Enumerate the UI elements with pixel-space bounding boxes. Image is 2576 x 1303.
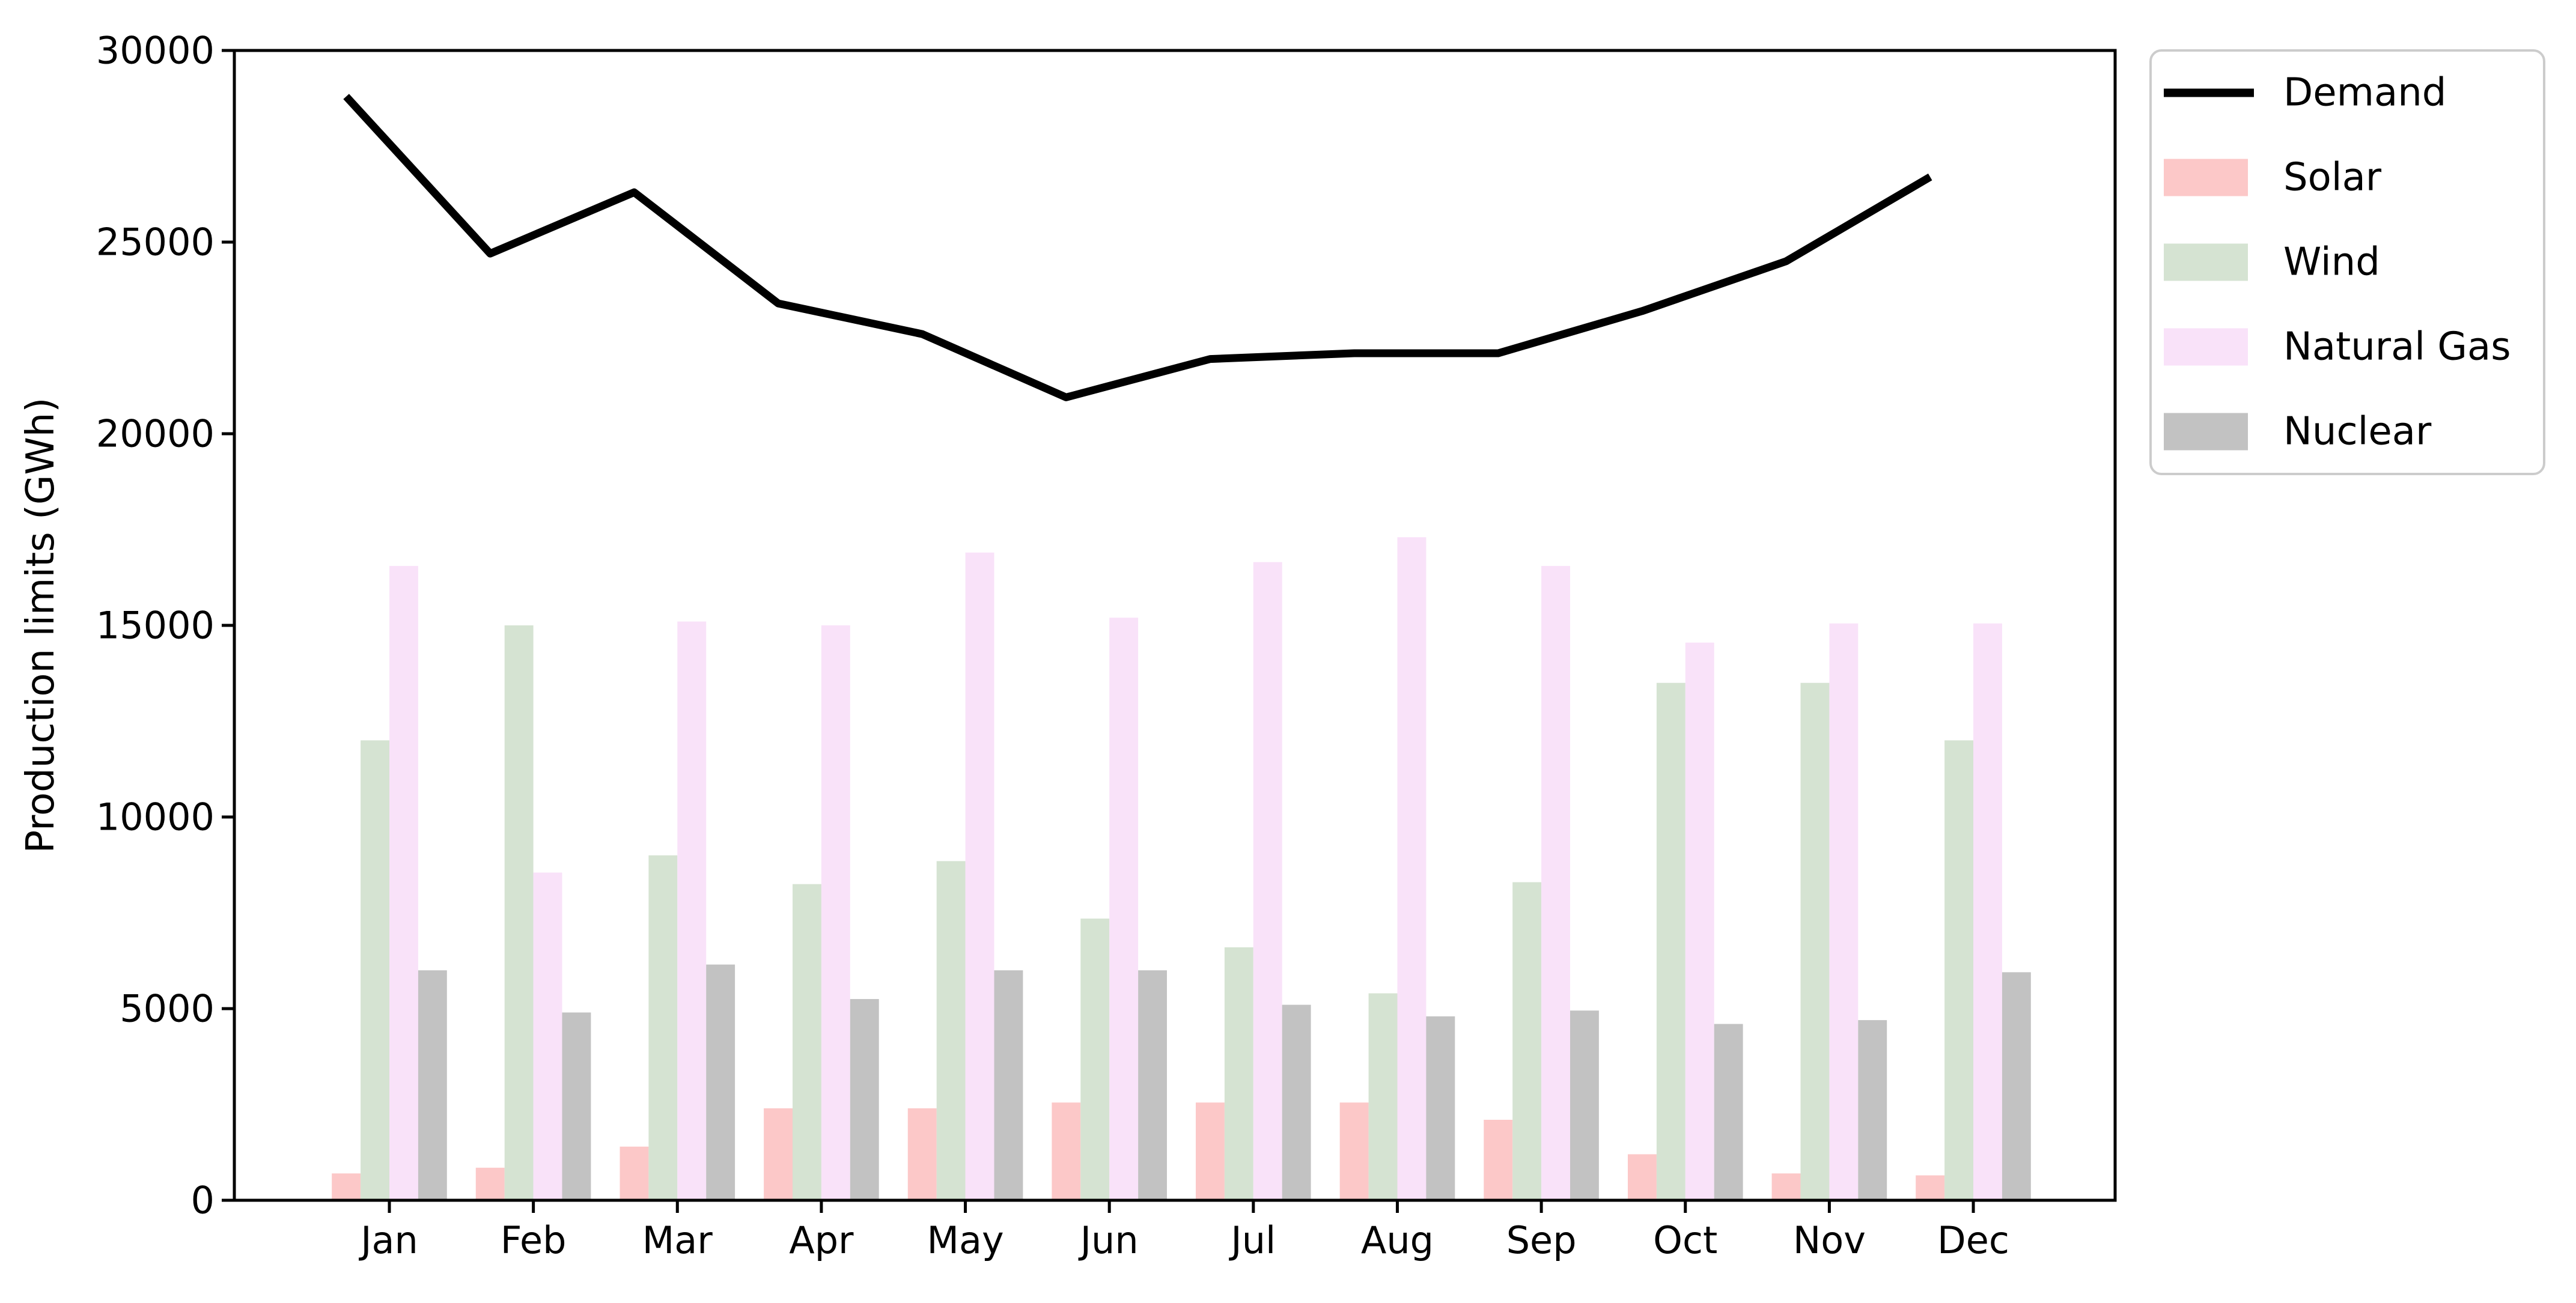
bar-wind-aug [1368,993,1398,1200]
bar-nuclear-oct [1714,1024,1743,1200]
x-tick-label-jul: Jul [1228,1218,1276,1262]
bar-nuclear-apr [850,999,879,1200]
bar-nuclear-jan [418,970,447,1200]
legend-swatch-natural-gas [2164,328,2248,366]
bar-natural-gas-jan [389,566,418,1200]
y-tick-label-0: 0 [191,1179,215,1223]
demand-line [343,94,1932,401]
bar-natural-gas-mar [677,621,707,1200]
bar-wind-nov [1800,682,1830,1200]
axes-layer: 0 5000 10000 15000 20000 25000 30000 Jan Feb Mar A… [96,29,2117,1262]
x-tick-label-feb: Feb [501,1218,567,1262]
y-tick-label-30000: 30000 [96,29,215,73]
bars-layer [332,537,2031,1201]
legend-swatch-wind [2164,243,2248,281]
bar-solar-nov [1771,1173,1801,1200]
bar-natural-gas-dec [1973,623,2002,1200]
bar-wind-oct [1656,682,1685,1200]
bar-solar-feb [475,1167,505,1200]
bar-nuclear-mar [706,964,735,1200]
bar-nuclear-sep [1570,1010,1599,1200]
bar-solar-jan [332,1173,361,1200]
legend-label-wind: Wind [2283,240,2380,285]
bar-wind-dec [1944,740,1973,1200]
bar-nuclear-feb [562,1012,591,1200]
y-tick-label-5000: 5000 [120,987,215,1031]
legend-swatch-solar [2164,159,2248,196]
bar-wind-feb [504,625,534,1200]
bar-nuclear-nov [1858,1020,1887,1200]
bar-nuclear-aug [1426,1016,1455,1200]
bar-nuclear-dec [2002,972,2031,1200]
bar-solar-dec [1916,1175,1945,1200]
legend-item-solar: Solar [2164,156,2382,200]
bar-nuclear-may [994,970,1023,1200]
bar-solar-sep [1484,1120,1513,1200]
x-tick-label-oct: Oct [1653,1218,1717,1262]
legend-label-solar: Solar [2283,156,2382,200]
bar-natural-gas-jun [1109,618,1139,1200]
legend-item-nuclear: Nuclear [2164,410,2432,454]
bar-natural-gas-apr [821,625,850,1200]
legend-item-demand: Demand [2164,71,2446,115]
legend-label-natural-gas: Natural Gas [2283,325,2511,369]
bar-solar-jun [1052,1102,1081,1200]
y-tick-label-25000: 25000 [96,220,215,264]
x-tick-label-may: May [927,1218,1003,1262]
bar-wind-sep [1512,882,1542,1200]
bar-solar-mar [620,1146,649,1200]
bar-nuclear-jun [1138,970,1167,1200]
legend: Demand Solar Wind Natural Gas Nuclear [2149,49,2545,475]
bar-solar-jul [1196,1102,1225,1200]
bar-natural-gas-oct [1685,642,1714,1200]
bar-solar-apr [764,1108,793,1200]
x-tick-label-jan: Jan [358,1218,418,1262]
bar-solar-aug [1339,1102,1369,1200]
y-tick-label-15000: 15000 [96,604,215,648]
bar-wind-apr [793,884,821,1200]
legend-label-demand: Demand [2283,71,2446,115]
bar-wind-may [936,861,966,1200]
bar-wind-mar [648,855,678,1200]
bar-wind-jul [1224,947,1253,1200]
bar-natural-gas-jul [1253,562,1282,1201]
bar-natural-gas-feb [533,872,562,1200]
legend-swatch-nuclear [2164,413,2248,451]
legend-box [2149,49,2545,475]
x-tick-label-nov: Nov [1793,1218,1866,1262]
bar-solar-oct [1628,1154,1657,1200]
bar-solar-may [907,1108,937,1200]
y-tick-label-20000: 20000 [96,412,215,456]
bar-natural-gas-aug [1397,537,1427,1200]
x-tick-label-apr: Apr [789,1218,854,1262]
x-tick-label-jun: Jun [1078,1218,1139,1262]
line-layer [343,94,1932,401]
bar-natural-gas-sep [1541,566,1570,1200]
bar-nuclear-jul [1282,1004,1311,1200]
x-tick-label-aug: Aug [1361,1218,1434,1262]
bar-natural-gas-nov [1829,623,1859,1200]
legend-label-nuclear: Nuclear [2283,410,2432,454]
x-tick-label-mar: Mar [642,1218,713,1262]
x-tick-label-dec: Dec [1937,1218,2009,1262]
y-axis-label: Production limits (GWh) [19,398,63,854]
bar-wind-jan [361,740,389,1200]
legend-item-wind: Wind [2164,240,2380,285]
legend-item-natural-gas: Natural Gas [2164,325,2511,369]
x-tick-label-sep: Sep [1506,1218,1577,1262]
bar-natural-gas-may [965,552,994,1200]
y-tick-label-10000: 10000 [96,795,215,839]
bar-wind-jun [1080,919,1110,1200]
